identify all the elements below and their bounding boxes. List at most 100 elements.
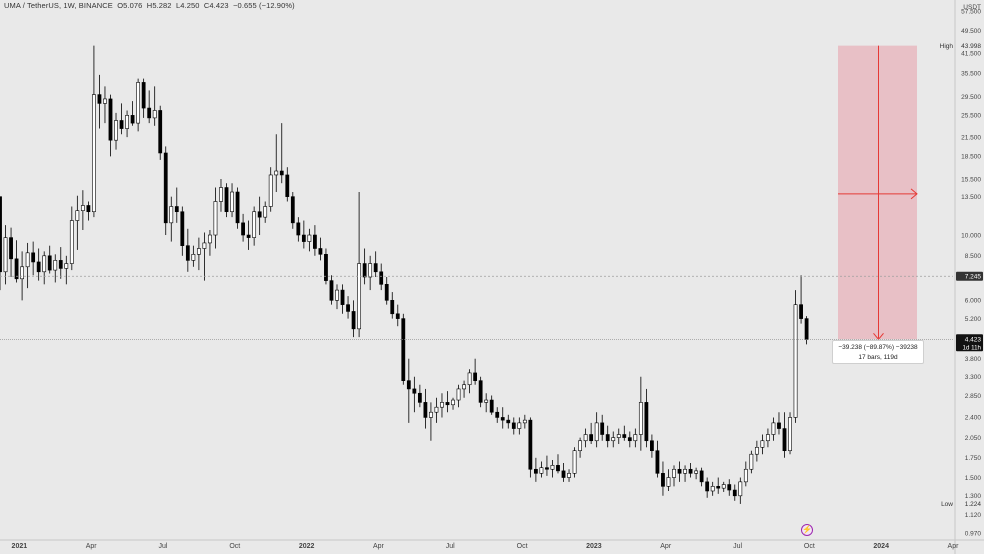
candle-body bbox=[749, 453, 754, 470]
ref-price-badge bbox=[956, 271, 983, 281]
y-tick-label: 2.050 bbox=[965, 435, 982, 442]
candle-body bbox=[578, 440, 582, 452]
candle-body bbox=[727, 484, 732, 491]
candle-body bbox=[42, 255, 47, 273]
candle-body bbox=[760, 440, 765, 448]
y-tick-label: 0.970 bbox=[965, 531, 982, 538]
candle-body bbox=[611, 437, 616, 442]
candle-body bbox=[296, 222, 301, 236]
y-tick-label: 6.000 bbox=[965, 298, 982, 305]
right-arrow-head bbox=[910, 188, 918, 200]
candle-body bbox=[301, 234, 306, 242]
candle-body bbox=[583, 434, 588, 442]
y-tick-label: 1.120 bbox=[965, 512, 982, 519]
y-tick-label: 15.500 bbox=[961, 176, 981, 183]
candle-body bbox=[219, 187, 223, 202]
candlesticks bbox=[0, 45, 809, 504]
y-tick-label: 10.000 bbox=[961, 232, 981, 239]
candle-body bbox=[605, 434, 610, 442]
x-tick-label: 2024 bbox=[873, 543, 889, 550]
candle-body bbox=[174, 206, 179, 213]
candle-body bbox=[694, 470, 699, 474]
candle-body bbox=[152, 110, 157, 119]
candle-body bbox=[539, 467, 544, 474]
candle-body bbox=[677, 468, 682, 474]
candle-body bbox=[20, 266, 24, 280]
candle-body bbox=[80, 205, 85, 211]
y-tick-label: 21.500 bbox=[961, 134, 981, 141]
candle-body bbox=[86, 205, 91, 213]
candle-body bbox=[567, 473, 571, 478]
candle-body bbox=[53, 260, 58, 271]
countdown-label: 1d 11h bbox=[963, 344, 982, 351]
candle-body bbox=[732, 489, 737, 497]
candle-body bbox=[395, 313, 400, 319]
candle-body bbox=[318, 248, 323, 255]
candle-body bbox=[0, 196, 2, 273]
low-value-label: 1.224 bbox=[965, 501, 982, 508]
candle-body bbox=[130, 115, 135, 124]
candle-body bbox=[279, 170, 284, 176]
candle-body bbox=[136, 82, 141, 124]
y-tick-label: 49.500 bbox=[961, 28, 981, 35]
short-zone-rect[interactable] bbox=[838, 45, 917, 340]
candle-body bbox=[666, 477, 671, 487]
candle-body bbox=[263, 206, 268, 218]
candle-body bbox=[556, 465, 560, 472]
candle-body bbox=[550, 465, 555, 470]
candle-body bbox=[213, 201, 218, 236]
candle-body bbox=[368, 263, 373, 278]
candle-body bbox=[517, 422, 522, 429]
y-tick-label: 13.500 bbox=[961, 194, 981, 201]
candle-body bbox=[511, 422, 516, 429]
candle-body bbox=[782, 428, 787, 452]
candle-body bbox=[699, 470, 704, 483]
candle-body bbox=[661, 473, 665, 487]
time-axis[interactable]: 2021 Apr Jul Oct 2022 Apr Jul Oct 2023 Apr Jul Oct 2… bbox=[0, 539, 984, 550]
candle-body bbox=[401, 318, 406, 381]
candle-body bbox=[793, 304, 798, 418]
x-tick-label: 2023 bbox=[586, 543, 602, 550]
candle-body bbox=[705, 481, 710, 492]
candle-body bbox=[329, 280, 334, 301]
lightning-icon[interactable]: ⚡ bbox=[801, 524, 813, 536]
candle-body bbox=[533, 468, 538, 474]
candle-body bbox=[451, 399, 455, 406]
candle-body bbox=[423, 402, 428, 418]
candle-body bbox=[462, 384, 466, 390]
current-price-badge bbox=[956, 334, 983, 352]
candle-body bbox=[429, 411, 433, 418]
y-tick-label: 2.400 bbox=[965, 415, 982, 422]
candle-body bbox=[362, 263, 367, 278]
candle-body bbox=[804, 318, 809, 340]
short-position-zone[interactable] bbox=[838, 45, 918, 341]
candle-body bbox=[103, 98, 107, 104]
currency-label: USDT bbox=[963, 4, 981, 11]
candle-body bbox=[799, 304, 803, 319]
candle-body bbox=[489, 399, 494, 413]
x-tick-label: Apr bbox=[948, 543, 960, 550]
candle-body bbox=[208, 234, 212, 244]
x-tick-label: Jul bbox=[159, 543, 168, 550]
candle-body bbox=[771, 422, 776, 435]
candle-body bbox=[324, 254, 328, 281]
x-tick-label: Apr bbox=[373, 543, 385, 550]
candle-body bbox=[313, 234, 317, 249]
candle-body bbox=[147, 107, 152, 119]
change-value: −0.655 (−12.90%) bbox=[233, 1, 295, 10]
price-lines bbox=[0, 275, 953, 340]
candle-body bbox=[252, 211, 257, 238]
candle-body bbox=[545, 467, 549, 470]
candle-body bbox=[163, 152, 168, 224]
candle-body bbox=[638, 402, 643, 435]
candle-body bbox=[36, 261, 41, 273]
candle-body bbox=[650, 440, 654, 452]
x-tick-label: Jul bbox=[446, 543, 455, 550]
candle-body bbox=[114, 120, 118, 141]
candle-body bbox=[500, 417, 505, 421]
symbol-header: UMA / TetherUS, 1W, BINANCE O5.076 H5.28… bbox=[4, 1, 295, 10]
candle-body bbox=[47, 255, 52, 271]
